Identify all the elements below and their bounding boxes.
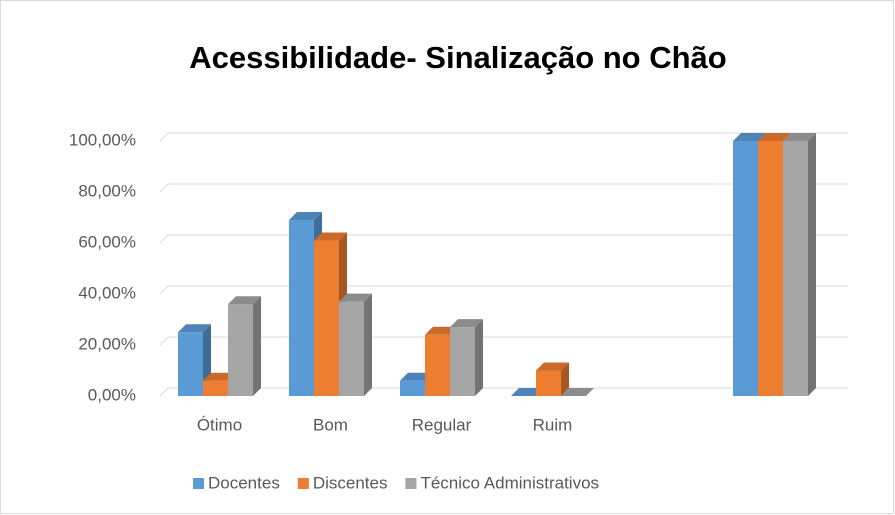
bar-side — [364, 293, 372, 396]
grid-line-depth — [159, 387, 169, 397]
bar-top — [339, 293, 372, 302]
grid-line-depth — [159, 234, 169, 244]
y-tick-label: 20,00% — [78, 334, 136, 353]
legend-label: Técnico Administrativos — [420, 473, 599, 492]
y-tick-label: 0,00% — [88, 385, 136, 404]
bar — [733, 141, 758, 396]
bar-top — [733, 133, 766, 141]
y-tick-label: 40,00% — [78, 283, 136, 302]
bar — [450, 327, 475, 396]
y-tick-label: 80,00% — [78, 181, 136, 200]
bar-top — [783, 133, 816, 141]
bar — [758, 141, 783, 396]
grid-line-depth — [159, 183, 169, 193]
bar-top — [425, 326, 458, 335]
chart-title: Acessibilidade- Sinalização no Chão — [189, 40, 726, 75]
bar-top — [561, 388, 594, 396]
bar — [314, 240, 339, 396]
grid-line-depth — [159, 336, 169, 346]
bar-top — [289, 212, 322, 221]
x-tick-label: Ótimo — [197, 415, 242, 434]
bar-top — [450, 319, 483, 328]
bar-top — [758, 133, 791, 141]
bar-side — [475, 319, 483, 396]
y-tick-label: 60,00% — [78, 232, 136, 251]
legend-swatch — [297, 478, 309, 489]
x-tick-label: Bom — [313, 415, 348, 434]
bar — [178, 332, 203, 396]
bar-top — [400, 372, 433, 381]
bar — [400, 380, 425, 396]
grid-line-depth — [159, 285, 169, 295]
x-tick-label: Regular — [412, 415, 472, 434]
legend-label: Docentes — [208, 473, 280, 492]
legend-swatch — [405, 478, 417, 489]
bar-top — [228, 296, 261, 305]
bar-side — [253, 296, 261, 396]
bar-top — [178, 324, 211, 333]
bar-side — [561, 362, 569, 396]
bar — [228, 304, 253, 396]
bar-top — [314, 232, 347, 241]
legend-swatch — [193, 478, 204, 489]
bar-top — [536, 362, 569, 371]
bar — [536, 370, 561, 396]
bar-side — [808, 133, 816, 396]
grid-line-depth — [159, 132, 169, 142]
bar-top — [511, 388, 544, 396]
bar — [203, 380, 228, 396]
legend-label: Discentes — [313, 473, 388, 492]
bar — [783, 141, 808, 396]
bar — [289, 220, 314, 396]
x-tick-label: Ruim — [533, 415, 573, 434]
bar — [339, 301, 364, 396]
bar — [425, 334, 450, 396]
y-tick-label: 100,00% — [69, 130, 136, 149]
bar-top — [203, 372, 236, 381]
